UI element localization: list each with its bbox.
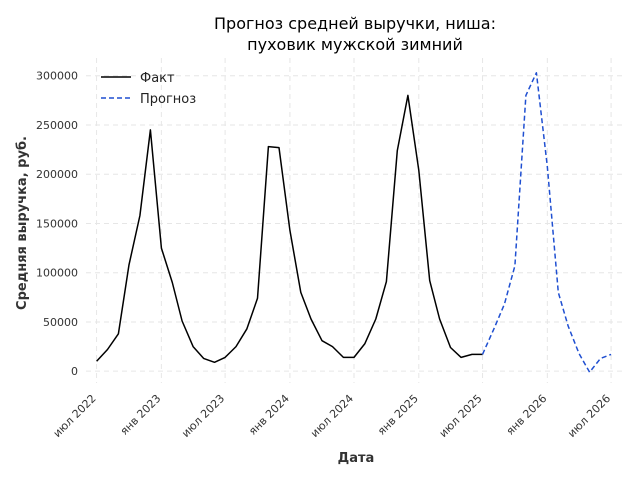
series-line-fact: [96, 94, 483, 364]
x-tick-label: янв 2025: [375, 392, 421, 438]
legend-label-forecast: Прогноз: [140, 92, 196, 107]
chart-title-line1: Прогноз средней выручки, ниша:: [214, 14, 496, 33]
x-tick-label: янв 2026: [504, 392, 550, 438]
x-tick-label: июл 2025: [437, 392, 485, 440]
y-axis-ticks: 0 50000 100000 150000 200000 250000 300000: [36, 70, 78, 378]
legend: Факт Прогноз: [101, 71, 196, 107]
x-axis-ticks: июл 2022 янв 2023 июл 2023 янв 2024 июл 2024…: [51, 392, 614, 440]
y-tick-label: 250000: [36, 119, 78, 132]
x-tick-label: июл 2026: [565, 392, 613, 440]
legend-label-fact: Факт: [140, 71, 175, 86]
y-tick-label: 0: [71, 365, 78, 378]
series-lines: [96, 72, 612, 373]
x-tick-label: июл 2023: [179, 392, 227, 440]
grid: [86, 58, 622, 383]
x-axis-label: Дата: [338, 451, 375, 466]
y-tick-label: 300000: [36, 70, 78, 83]
series-line-forecast: [481, 72, 612, 373]
y-tick-label: 200000: [36, 168, 78, 181]
y-tick-label: 50000: [43, 316, 78, 329]
y-tick-label: 150000: [36, 217, 78, 230]
x-tick-label: янв 2023: [118, 392, 164, 438]
x-tick-label: янв 2024: [246, 392, 292, 438]
x-tick-label: июл 2022: [51, 392, 99, 440]
chart-title-line2: пуховик мужской зимний: [247, 35, 463, 54]
y-axis-label: Средняя выручка, руб.: [15, 136, 30, 310]
y-tick-label: 100000: [36, 267, 78, 280]
x-tick-label: июл 2024: [308, 392, 356, 440]
